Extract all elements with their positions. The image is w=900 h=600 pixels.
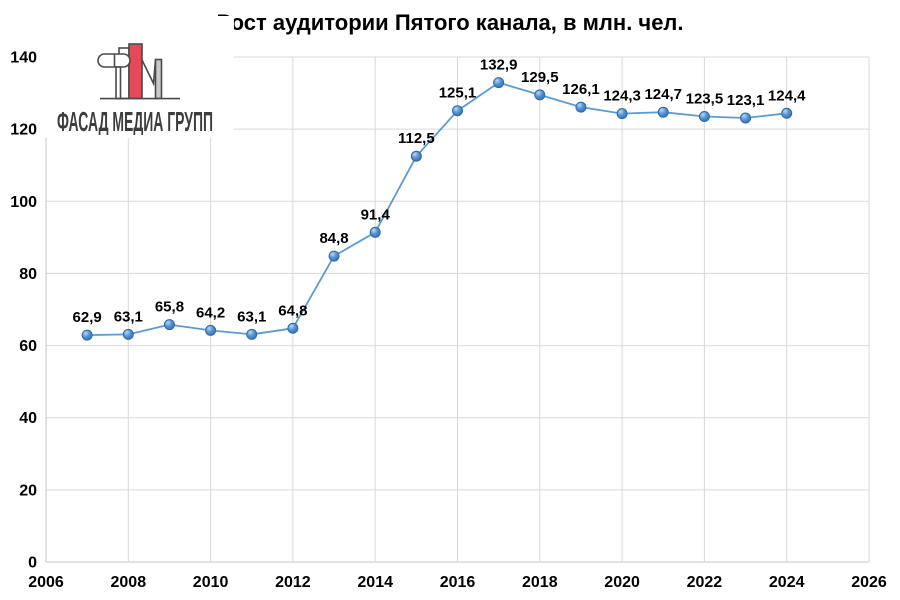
y-tick-label: 100 [10,194,37,211]
data-point-marker [410,150,422,162]
x-tick-label: 2026 [851,574,887,591]
y-tick-label: 0 [28,555,37,572]
data-point-marker [287,322,299,334]
x-tick-label: 2006 [28,574,64,591]
data-point-marker [740,112,752,124]
y-tick-label: 20 [19,482,37,499]
y-tick-label: 40 [19,410,37,427]
data-point-label: 65,8 [155,299,184,316]
data-point-marker [122,328,134,340]
data-point-label: 112,5 [398,130,435,147]
y-tick-label: 60 [19,338,37,355]
fasad-media-logo-text: ФАСАД МЕДИА ГРУПП [57,106,213,135]
data-point-marker [452,105,463,117]
data-point-marker [575,101,587,113]
data-point-marker [781,107,793,119]
y-tick-label: 80 [19,266,37,283]
data-point-marker [163,319,175,331]
fasad-media-logo-mark: ФАСАД МЕДИА ГРУПП [57,43,213,135]
x-tick-label: 2008 [111,574,147,591]
x-tick-label: 2018 [522,574,558,591]
x-tick-label: 2022 [687,574,723,591]
x-tick-label: 2010 [193,574,229,591]
data-point-marker [616,108,628,120]
x-tick-label: 2024 [769,574,805,591]
series-line [87,81,787,336]
data-point-label: 124,3 [603,88,641,105]
data-point-label: 84,8 [319,230,348,247]
data-point-marker [534,89,546,101]
x-tick-label: 2016 [440,574,476,591]
logo-gray-bar [154,58,163,100]
data-point-label: 63,1 [237,308,266,325]
data-point-label: 64,2 [196,304,225,321]
data-point-marker [369,226,381,238]
logo-red-bar [128,43,143,100]
data-point-marker [328,250,340,262]
data-point-marker [81,329,93,341]
y-tick-label: 120 [10,122,37,139]
data-point-label: 123,1 [727,92,765,109]
data-point-label: 125,1 [439,85,477,102]
y-tick-label: 140 [10,50,37,67]
fasad-media-logo: ФАСАД МЕДИА ГРУПП [38,16,234,138]
data-point-label: 63,1 [114,308,143,325]
data-point-label: 123,5 [686,91,724,108]
x-tick-label: 2020 [604,574,640,591]
x-tick-label: 2012 [275,574,311,591]
data-point-marker [698,111,710,123]
logo-stem [115,66,122,100]
data-point-label: 132,9 [480,57,518,74]
chart-title: Рост аудитории Пятого канала, в млн. чел… [216,10,684,35]
x-tick-label: 2014 [357,574,393,591]
data-point-label: 64,8 [278,302,307,319]
data-point-label: 124,4 [768,87,806,104]
data-point-label: 62,9 [73,309,102,326]
logo-m-diagonal [141,59,157,87]
data-point-label: 126,1 [562,81,600,98]
data-point-label: 91,4 [361,206,391,223]
data-point-marker [205,324,217,336]
data-point-marker [246,328,258,340]
data-point-marker [657,106,669,118]
data-point-label: 124,7 [644,86,682,103]
data-point-label: 129,5 [521,69,559,86]
data-point-marker [493,77,505,89]
